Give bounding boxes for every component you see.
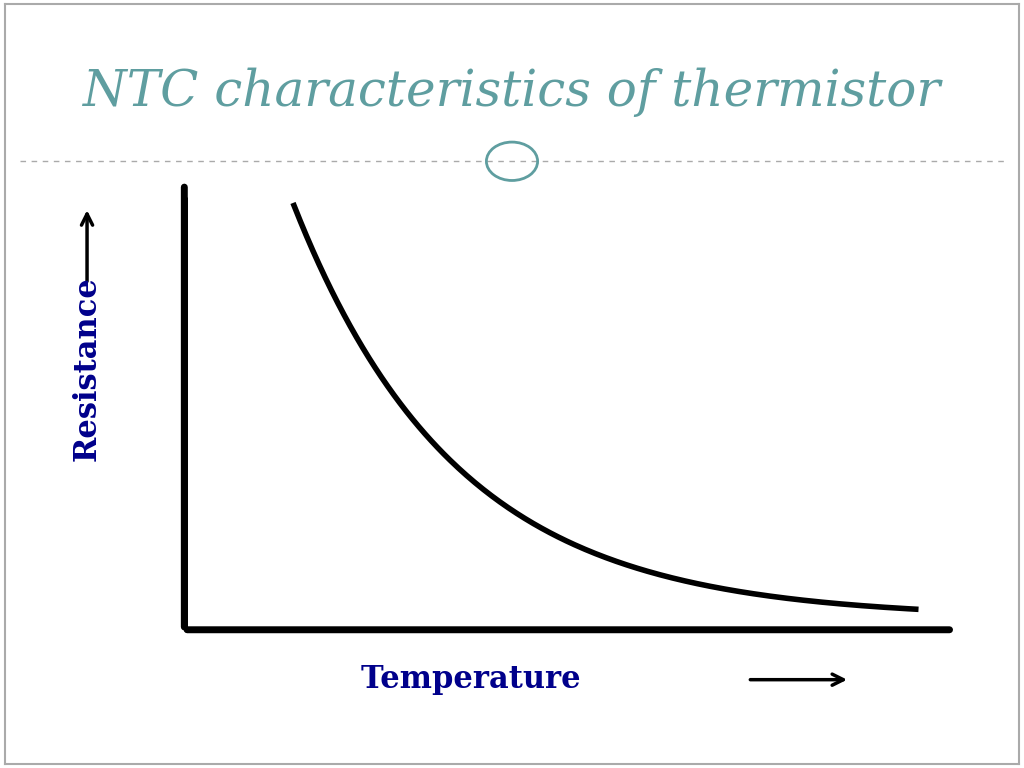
Text: NTC characteristics of thermistor: NTC characteristics of thermistor	[83, 68, 941, 117]
Text: Temperature: Temperature	[360, 664, 602, 695]
Text: Resistance: Resistance	[72, 276, 102, 461]
